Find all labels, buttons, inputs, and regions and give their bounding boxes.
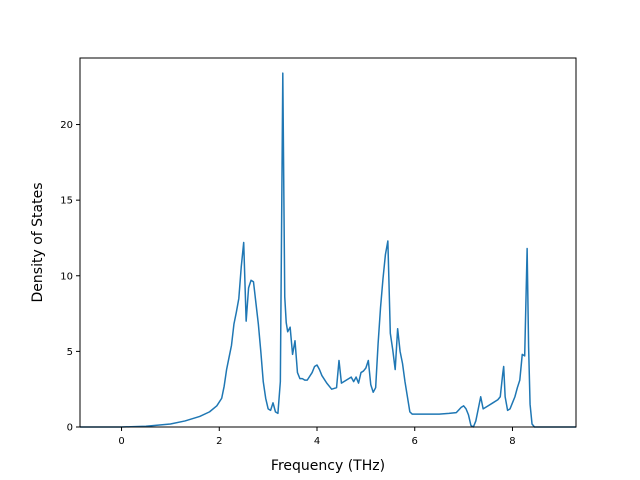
- y-tick-label: 5: [67, 347, 73, 358]
- y-tick-label: 15: [60, 196, 73, 207]
- dos-series-line: [80, 72, 576, 428]
- y-axis-label: Density of States: [30, 183, 46, 303]
- y-tick-label: 10: [60, 271, 73, 282]
- x-tick-label: 4: [314, 436, 320, 447]
- y-tick-label: 20: [60, 120, 73, 131]
- x-tick-label: 2: [216, 436, 222, 447]
- plot-area: [80, 72, 576, 428]
- y-axis: 0 5 10 15 20: [60, 120, 80, 434]
- x-axis: 0 2 4 6 8: [118, 427, 516, 447]
- x-tick-label: 0: [118, 436, 124, 447]
- x-tick-label: 6: [412, 436, 418, 447]
- y-tick-label: 0: [67, 423, 73, 434]
- x-axis-label: Frequency (THz): [271, 458, 385, 474]
- axes-frame: [79, 57, 577, 428]
- x-tick-label: 8: [509, 436, 515, 447]
